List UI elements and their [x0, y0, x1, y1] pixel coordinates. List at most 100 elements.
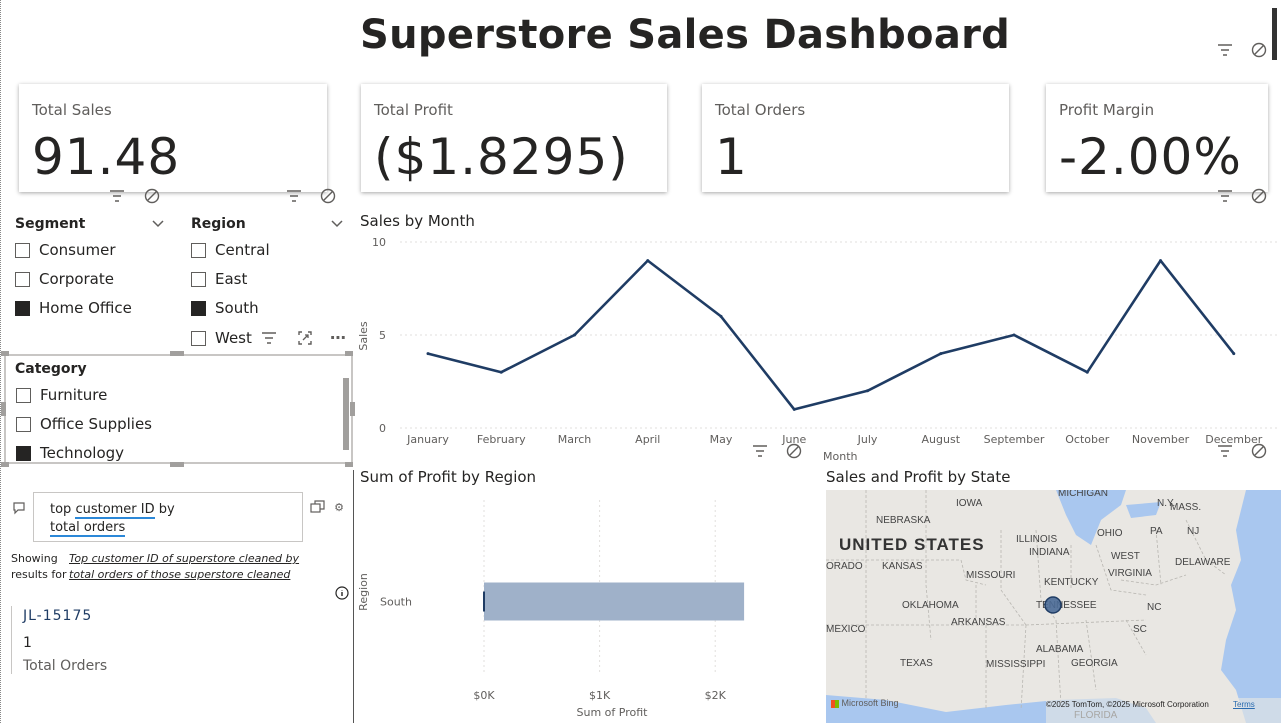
checkbox[interactable]: [16, 417, 31, 432]
resize-handle[interactable]: [345, 462, 353, 467]
state-label: MASS.: [1170, 502, 1201, 513]
slicer-item-west[interactable]: West: [191, 329, 252, 349]
page-title: Superstore Sales Dashboard: [360, 12, 1011, 58]
filter-icon[interactable]: [1215, 188, 1235, 208]
kpi-card-total-sales[interactable]: Total Sales 91.48: [19, 84, 327, 192]
slicer-item-east[interactable]: East: [191, 270, 331, 290]
slicer-item-technology[interactable]: Technology: [16, 444, 196, 464]
checkbox[interactable]: [16, 388, 31, 403]
qna-term[interactable]: customer ID: [75, 502, 155, 519]
qna-input[interactable]: top customer ID by total orders: [33, 492, 303, 542]
checkbox[interactable]: [191, 301, 206, 316]
gear-icon[interactable]: ⚙: [334, 501, 344, 514]
checkbox[interactable]: [191, 272, 206, 287]
map-terms-link[interactable]: Terms: [1233, 700, 1255, 709]
resize-handle[interactable]: [170, 462, 184, 467]
slicer-item-label: Central: [215, 241, 270, 259]
checkbox[interactable]: [191, 331, 206, 346]
no-filter-icon[interactable]: [1249, 188, 1269, 208]
country-label: UNITED STATES: [839, 535, 985, 554]
resize-handle[interactable]: [1, 462, 9, 467]
state-label: WEST: [1111, 551, 1140, 562]
no-filter-icon[interactable]: [142, 188, 162, 208]
slicer-item-label: Technology: [40, 444, 125, 462]
kpi-label: Total Profit: [374, 101, 453, 119]
top-right-scrollbar[interactable]: [1272, 8, 1277, 60]
filter-icon[interactable]: [1215, 42, 1235, 62]
slicer-item-corporate[interactable]: Corporate: [15, 270, 165, 290]
data-point: [719, 314, 723, 318]
slicer-item-label: Corporate: [39, 270, 114, 288]
no-filter-icon[interactable]: [1249, 42, 1269, 62]
kpi-label: Profit Margin: [1059, 101, 1155, 119]
resize-handle[interactable]: [170, 351, 184, 356]
qna-text: top: [50, 502, 76, 517]
x-tick-label: December: [1205, 433, 1263, 446]
state-label: TEXAS: [900, 658, 933, 669]
category-slicer[interactable]: Category Furniture Office Supplies Techn…: [4, 354, 353, 464]
kpi-card-total-orders[interactable]: Total Orders 1: [702, 84, 1009, 192]
slicer-scrollbar[interactable]: [343, 378, 349, 450]
filter-icon[interactable]: [750, 443, 770, 463]
bar-chart[interactable]: $0K $1K $2K South Region Sum of Profit: [355, 490, 815, 723]
slicer-item-office-supplies[interactable]: Office Supplies: [16, 415, 196, 435]
slicer-title: Segment: [15, 216, 86, 232]
x-tick-label: $2K: [705, 689, 727, 702]
data-point: [792, 407, 796, 411]
slicer-title: Category: [15, 361, 87, 377]
slicer-item-home-office[interactable]: Home Office: [15, 299, 165, 319]
line-chart[interactable]: 0 5 10 January February March April May June July…: [355, 232, 1280, 464]
more-options-icon[interactable]: ⋯: [330, 328, 346, 347]
slicer-item-central[interactable]: Central: [191, 241, 331, 261]
resize-handle[interactable]: [1, 351, 9, 356]
resize-handle[interactable]: [350, 402, 355, 416]
filter-icon[interactable]: [1215, 443, 1235, 463]
qna-result-measure: Total Orders: [23, 658, 108, 674]
slicer-item-label: West: [215, 329, 252, 347]
checkbox[interactable]: [15, 272, 30, 287]
chevron-down-icon[interactable]: [327, 214, 347, 234]
qna-term[interactable]: total orders: [50, 520, 126, 537]
info-icon[interactable]: [332, 585, 352, 605]
slicer-item-south[interactable]: South: [191, 299, 331, 319]
no-filter-icon[interactable]: [784, 443, 804, 463]
filter-icon[interactable]: [107, 188, 127, 208]
resize-handle[interactable]: [345, 351, 353, 356]
windows-icon: [831, 699, 839, 708]
x-tick-label: March: [558, 433, 592, 446]
checkbox[interactable]: [15, 301, 30, 316]
y-axis-label: Sales: [357, 321, 370, 351]
kpi-value: 1: [715, 128, 748, 186]
checkbox[interactable]: [191, 243, 206, 258]
map[interactable]: NEBRASKA IOWA ILLINOIS INDIANA OHIO MICHIGAN N…: [826, 490, 1281, 723]
qna-showing-link[interactable]: Top customer ID of superstore cleaned by: [69, 552, 300, 565]
map-bubble-tennessee[interactable]: [1044, 596, 1062, 614]
map-state-borders: [826, 490, 1227, 711]
state-label: ORADO: [826, 561, 863, 572]
qna-showing-link[interactable]: total orders of those superstore cleaned: [69, 568, 291, 581]
checkbox[interactable]: [16, 446, 31, 461]
data-point: [646, 259, 650, 263]
data-point: [573, 333, 577, 337]
filter-icon[interactable]: [259, 330, 279, 350]
slicer-item-consumer[interactable]: Consumer: [15, 241, 165, 261]
kpi-card-total-profit[interactable]: Total Profit ($1.8295): [361, 84, 667, 192]
filter-icon[interactable]: [284, 188, 304, 208]
kpi-card-profit-margin[interactable]: Profit Margin -2.00%: [1046, 84, 1268, 192]
x-tick-label: October: [1065, 433, 1109, 446]
resize-handle[interactable]: [1, 402, 6, 416]
state-label: DELAWARE: [1175, 557, 1231, 568]
state-label: NC: [1147, 602, 1161, 613]
slicer-item-label: Office Supplies: [40, 415, 153, 433]
no-filter-icon[interactable]: [1249, 443, 1269, 463]
checkbox[interactable]: [15, 243, 30, 258]
map-title: Sales and Profit by State: [826, 468, 1011, 486]
no-filter-icon[interactable]: [318, 188, 338, 208]
qna-result-id: JL-15175: [23, 608, 93, 624]
copy-icon[interactable]: [308, 498, 328, 518]
chat-icon: [9, 500, 29, 520]
chevron-down-icon[interactable]: [148, 214, 168, 234]
slicer-item-furniture[interactable]: Furniture: [16, 386, 196, 406]
x-tick-label: February: [477, 433, 526, 446]
focus-mode-icon[interactable]: [295, 330, 315, 350]
